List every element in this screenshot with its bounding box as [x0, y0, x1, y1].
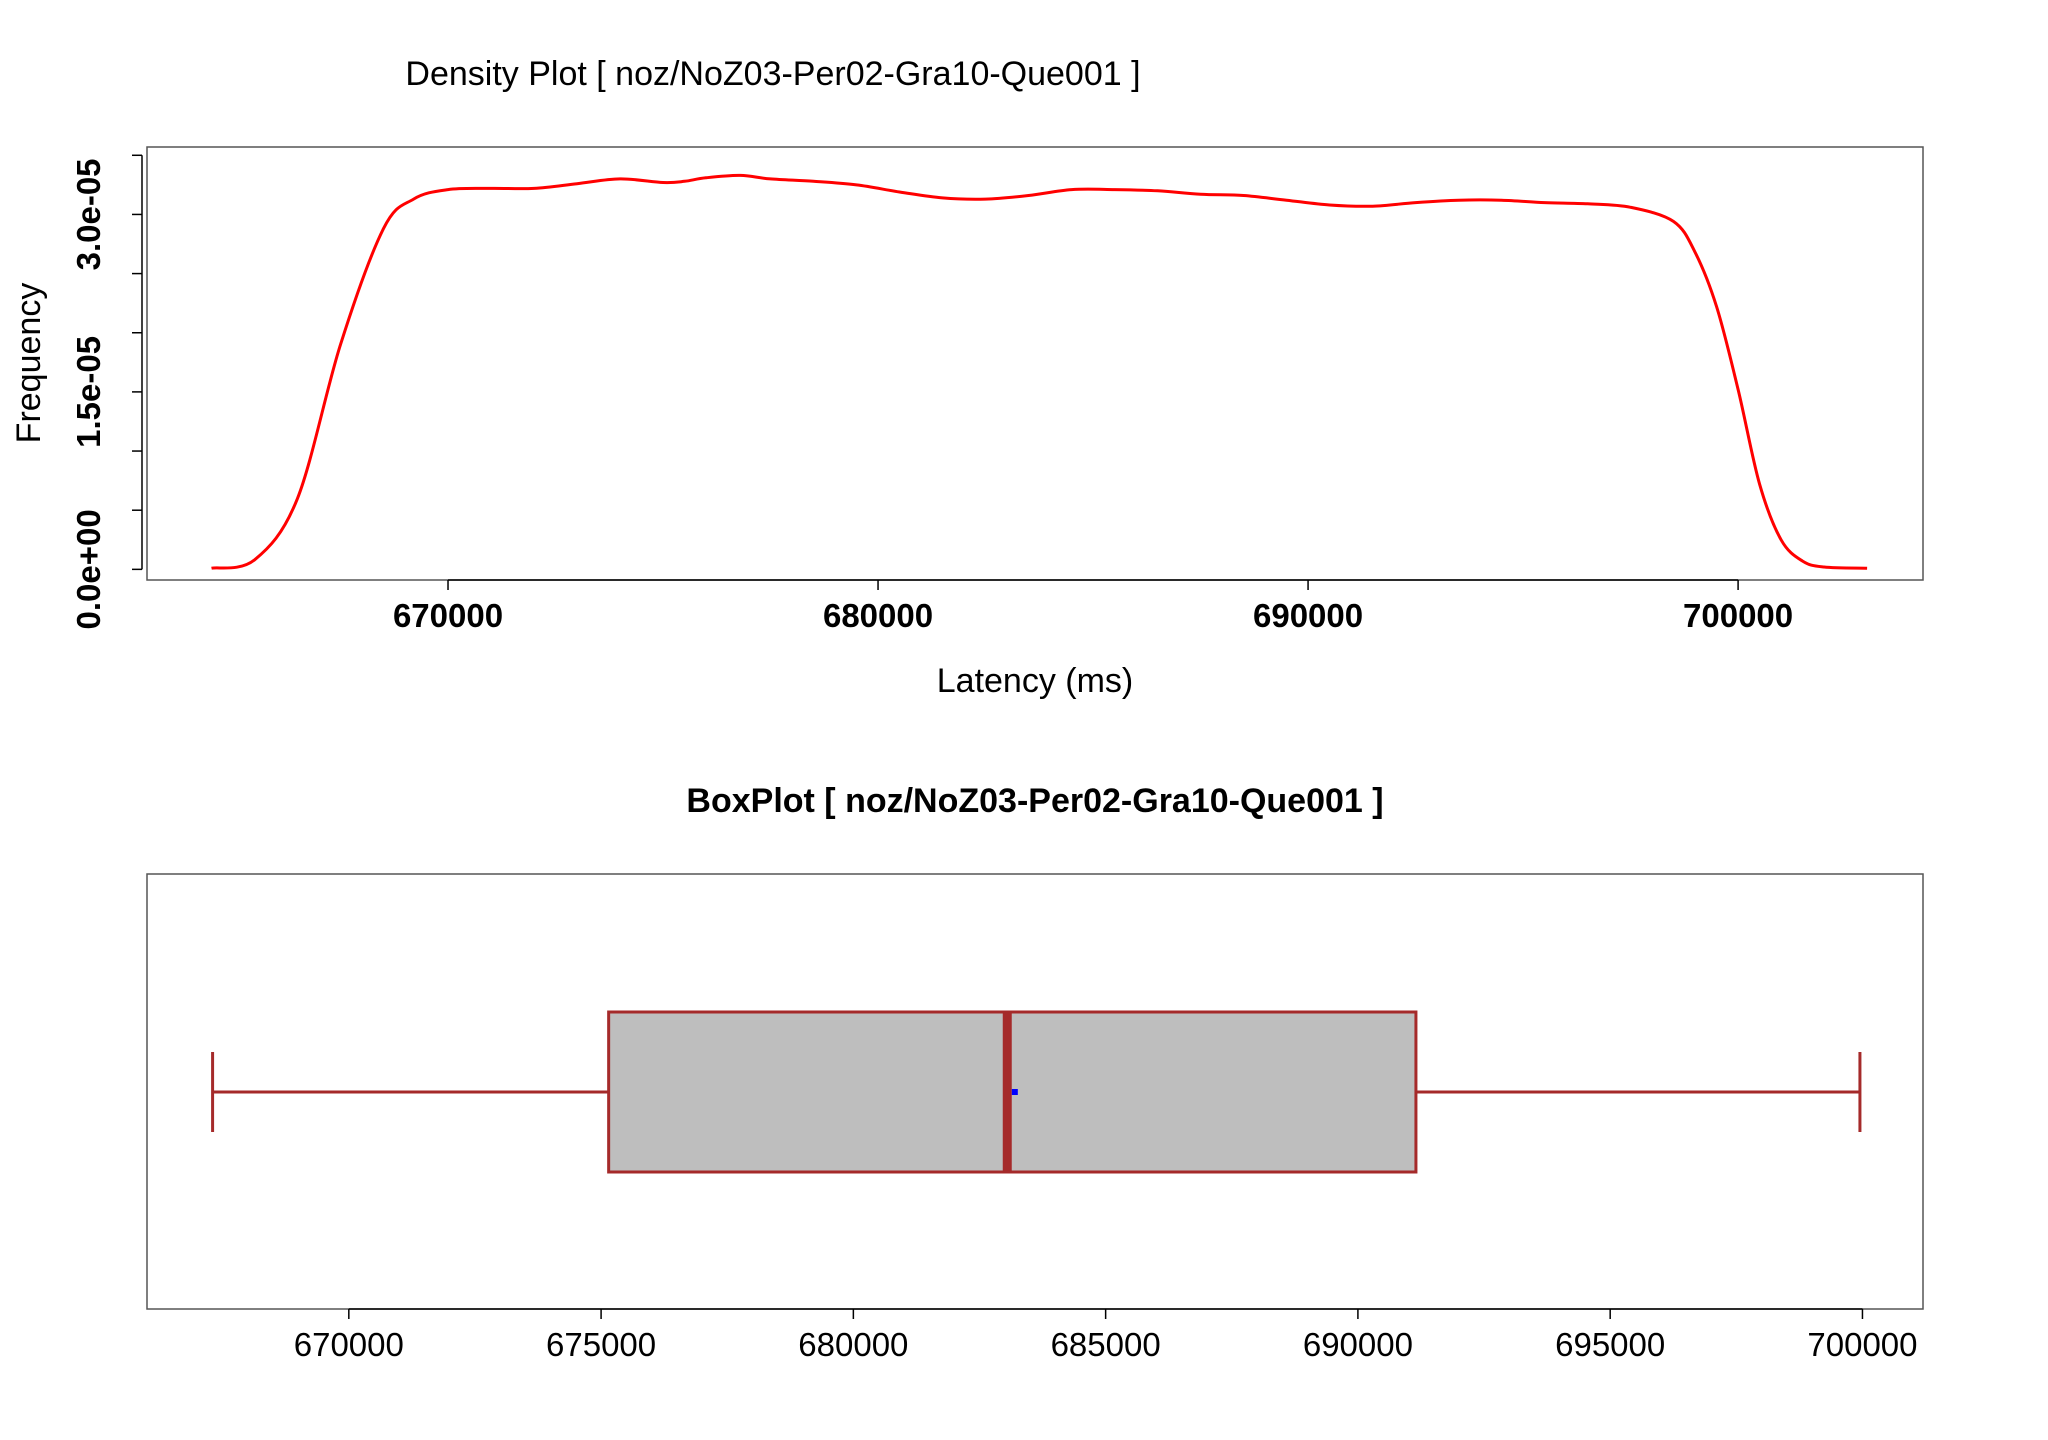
- boxplot-x-tick-label: 675000: [546, 1326, 656, 1363]
- boxplot-x-tick-label: 690000: [1303, 1326, 1413, 1363]
- boxplot-marks: [211, 1010, 1862, 1174]
- density-x-tick-label: 680000: [823, 597, 933, 634]
- density-y-axis-label: Frequency: [10, 283, 48, 444]
- boxplot-x-tick-label: 680000: [798, 1326, 908, 1363]
- density-y-axis: 0.0e+00 1.5e-05 3.0e-05: [70, 154, 143, 629]
- density-title: Density Plot [ noz/NoZ03-Per02-Gra10-Que…: [405, 55, 1140, 93]
- density-x-axis-label: Latency (ms): [937, 662, 1134, 700]
- density-plot: Density Plot [ noz/NoZ03-Per02-Gra10-Que…: [10, 55, 1924, 700]
- density-x-tick-label: 670000: [393, 597, 503, 634]
- boxplot-x-tick-label: 700000: [1807, 1326, 1917, 1363]
- boxplot-x-tick-label: 685000: [1051, 1326, 1161, 1363]
- density-x-tick-label: 700000: [1683, 597, 1793, 634]
- density-y-tick-label: 0.0e+00: [70, 509, 107, 629]
- density-x-axis: 670000 680000 690000 700000: [393, 579, 1793, 634]
- density-y-tick-label: 1.5e-05: [70, 336, 107, 448]
- density-plot-frame: [146, 146, 1924, 581]
- density-x-tick-label: 690000: [1253, 597, 1363, 634]
- boxplot-title: BoxPlot [ noz/NoZ03-Per02-Gra10-Que001 ]: [686, 782, 1383, 820]
- density-curve: [211, 173, 1868, 570]
- density-y-tick-label: 3.0e-05: [70, 158, 107, 270]
- boxplot-x-tick-label: 670000: [294, 1326, 404, 1363]
- box-plot: BoxPlot [ noz/NoZ03-Per02-Gra10-Que001 ]…: [146, 782, 1924, 1363]
- boxplot-x-tick-label: 695000: [1555, 1326, 1665, 1363]
- boxplot-x-axis: 670000 675000 680000 685000 690000 695000 7000…: [294, 1308, 1918, 1363]
- boxplot-mean-point: [1011, 1089, 1018, 1095]
